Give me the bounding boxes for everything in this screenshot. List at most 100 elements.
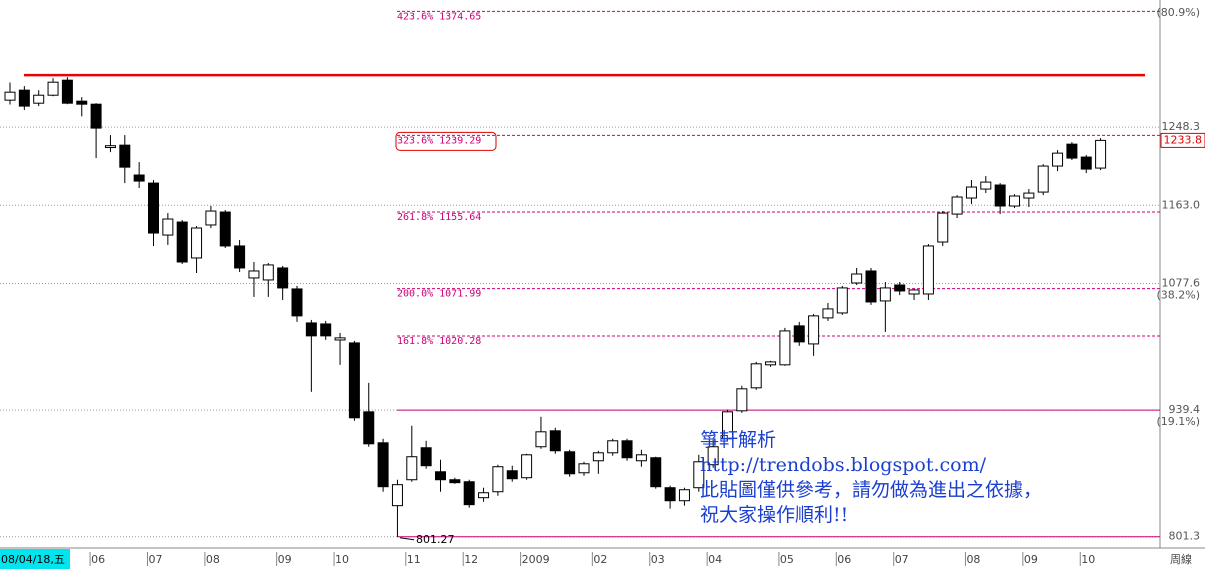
fib-label: 200.0% 1071.99 bbox=[397, 289, 481, 300]
low-label: 801.27 bbox=[416, 533, 455, 546]
candle-body bbox=[836, 287, 848, 314]
top-note: (80.9%) bbox=[1156, 6, 1200, 19]
candle-body bbox=[377, 442, 389, 488]
candle-body bbox=[262, 264, 274, 281]
candle-body bbox=[707, 446, 719, 466]
y-tick-note: (38.2%) bbox=[1156, 289, 1200, 302]
watermark: 箏軒解析 bbox=[700, 429, 776, 451]
candle-body bbox=[1037, 165, 1049, 193]
candle-body bbox=[1095, 139, 1107, 169]
candle-body bbox=[291, 288, 303, 317]
candle-body bbox=[736, 388, 748, 412]
fib-label: 323.6% 1239.29 bbox=[397, 135, 481, 146]
y-tick-label: 1163.0 bbox=[1162, 198, 1201, 211]
candle-body bbox=[894, 284, 906, 292]
candle-body bbox=[693, 461, 705, 489]
x-tick-label: 06 bbox=[91, 553, 105, 566]
low-arrow bbox=[399, 537, 415, 541]
candle-body bbox=[664, 487, 676, 502]
candle-body bbox=[808, 315, 820, 345]
candle-body bbox=[1066, 143, 1078, 159]
candle-body bbox=[191, 227, 203, 259]
candle-body bbox=[47, 81, 59, 96]
candle-body bbox=[506, 470, 518, 480]
candle-body bbox=[176, 221, 188, 263]
candle-body bbox=[76, 100, 88, 105]
candle-body bbox=[478, 492, 490, 499]
y-tick-label: 801.3 bbox=[1169, 530, 1201, 543]
x-tick-label: 09 bbox=[278, 553, 292, 566]
fib-label: 261.8% 1155.64 bbox=[397, 212, 481, 223]
x-tick-label: 07 bbox=[149, 553, 163, 566]
x-tick-label: 03 bbox=[651, 553, 665, 566]
candle-body bbox=[234, 245, 246, 269]
y-tick-label: 1248.3 bbox=[1162, 120, 1201, 133]
x-tick-label: 2009 bbox=[522, 553, 550, 566]
start-label: 08/04/18,五 bbox=[1, 553, 65, 566]
x-tick-label: 10 bbox=[335, 553, 349, 566]
candle-body bbox=[363, 411, 375, 445]
candle-body bbox=[980, 181, 992, 190]
candle-body bbox=[305, 322, 317, 337]
candle-body bbox=[277, 267, 289, 289]
candle-body bbox=[865, 270, 877, 303]
candle-body bbox=[435, 471, 446, 481]
candle-body bbox=[205, 210, 217, 226]
candle-body bbox=[750, 363, 762, 389]
date-highlight bbox=[0, 549, 70, 569]
candle-body bbox=[119, 144, 131, 168]
candle-body bbox=[1009, 195, 1020, 207]
candle-body bbox=[4, 91, 16, 101]
x-tick-label: 11 bbox=[407, 553, 421, 566]
x-tick-label: 05 bbox=[780, 553, 794, 566]
candle-body bbox=[1080, 156, 1092, 170]
candle-body bbox=[578, 463, 590, 474]
candle-body bbox=[722, 411, 733, 440]
candle-body bbox=[879, 287, 891, 302]
candle-body bbox=[1052, 152, 1064, 167]
candle-body bbox=[765, 361, 777, 366]
candle-body bbox=[320, 323, 332, 337]
candle-body bbox=[822, 308, 834, 319]
y-tick-label: 1077.6 bbox=[1162, 277, 1201, 290]
x-tick-label: 08 bbox=[206, 553, 220, 566]
watermark: http://trendobs.blogspot.com/ bbox=[700, 454, 987, 476]
end-label: 周線 bbox=[1170, 552, 1192, 566]
x-tick-label: 04 bbox=[708, 553, 722, 566]
candle-body bbox=[951, 196, 963, 215]
candle-body bbox=[965, 186, 977, 199]
candle-body bbox=[406, 456, 418, 481]
candle-body bbox=[535, 431, 547, 448]
x-tick-label: 02 bbox=[593, 553, 607, 566]
candle-body bbox=[793, 325, 805, 343]
candle-body bbox=[635, 454, 647, 462]
candle-body bbox=[420, 447, 432, 467]
x-tick-label: 10 bbox=[1081, 553, 1095, 566]
candle-body bbox=[607, 440, 619, 454]
x-tick-label: 09 bbox=[1024, 553, 1038, 566]
candle-body bbox=[248, 270, 260, 279]
candle-body bbox=[937, 212, 949, 243]
candle-body bbox=[549, 430, 561, 452]
candle-body bbox=[449, 479, 461, 484]
x-tick-label: 07 bbox=[895, 553, 909, 566]
y-tick-label: 939.4 bbox=[1169, 403, 1201, 416]
candle-body bbox=[592, 452, 604, 462]
candle-body bbox=[18, 89, 30, 107]
candle-body bbox=[334, 337, 346, 341]
candle-body bbox=[219, 211, 231, 247]
last-price-box bbox=[1160, 132, 1205, 148]
candle-body bbox=[492, 466, 504, 493]
candle-body bbox=[564, 451, 576, 475]
candle-body bbox=[348, 342, 360, 419]
candle-body bbox=[391, 484, 403, 507]
candle-body bbox=[851, 273, 863, 284]
candle-body bbox=[621, 440, 633, 459]
fib-label: 161.8% 1020.28 bbox=[397, 336, 481, 347]
candle-body bbox=[463, 481, 475, 506]
candle-body bbox=[148, 182, 159, 234]
candle-body bbox=[779, 330, 791, 366]
watermark: 祝大家操作順利!! bbox=[700, 504, 848, 526]
